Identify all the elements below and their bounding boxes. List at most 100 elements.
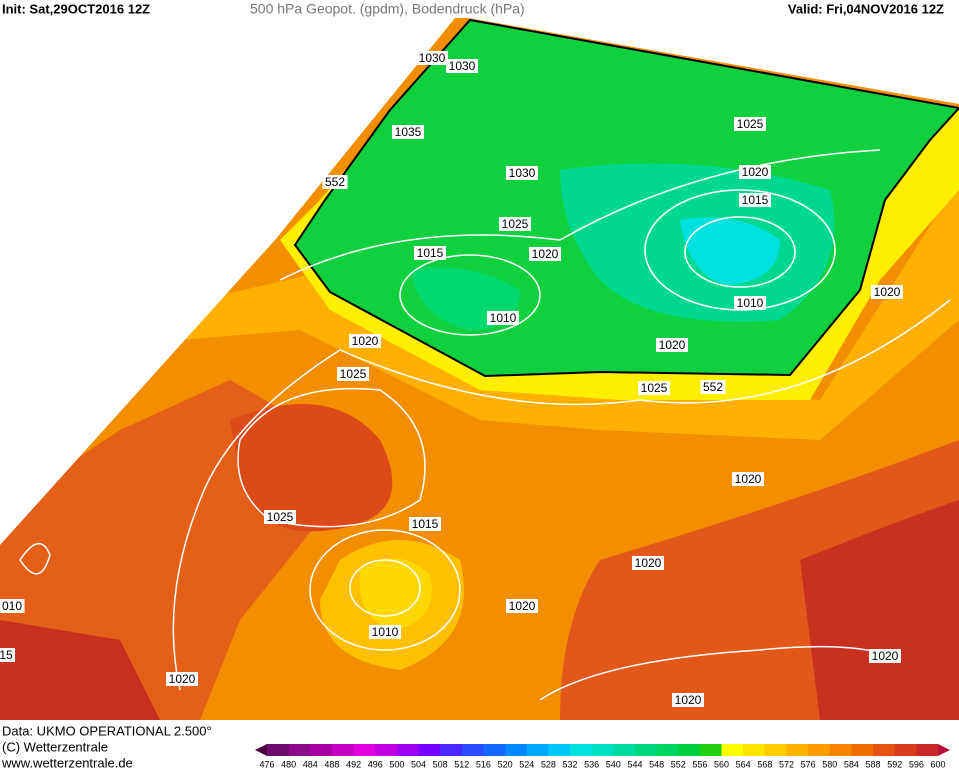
isobar-label: 1025 [499,217,531,231]
scale-swatch [916,744,939,756]
scale-label: 600 [930,759,945,769]
label-text: 1015 [417,246,444,260]
scale-label: 576 [801,759,816,769]
label-text: 1030 [419,51,446,65]
label-text: 1010 [372,625,399,639]
scale-swatch [375,744,398,756]
url: www.wetterzentrale.de [1,755,133,770]
scale-label: 528 [541,759,556,769]
label-text: 1030 [449,59,476,73]
scale-swatch [613,744,636,756]
label-box [337,367,369,381]
isobar-label: 1020 [732,472,764,486]
label-text: 1030 [509,166,536,180]
init-time: Init: Sat,29OCT2016 12Z [2,1,150,16]
color-scale: 476 480 484 488 492 496 500 504 508 512 516 520 524 5… [255,744,950,769]
scale-label: 588 [866,759,881,769]
label-box [322,175,348,189]
scale-label: 512 [454,759,469,769]
label-box [414,246,446,260]
scale-swatch [353,744,376,756]
scale-label: 556 [692,759,707,769]
copyright: (C) Wetterzentrale [2,739,108,754]
scale-label: 552 [671,759,686,769]
label-text: 552 [325,175,345,189]
isobar-label: 1030 [506,166,538,180]
isobar-label: 010 [0,599,25,613]
isobar-label: 1025 [638,381,670,395]
isobar-label: 1015 [409,517,441,531]
isobar-label: 15 [0,648,15,662]
label-box [487,311,519,325]
label-text: 1010 [490,311,517,325]
scale-swatch [721,744,744,756]
scale-label: 496 [368,759,383,769]
scale-swatch [873,744,896,756]
isobar-label: 1025 [264,510,296,524]
scale-swatch [591,744,614,756]
scale-swatch [461,744,484,756]
scale-swatch [894,744,917,756]
scale-label: 596 [909,759,924,769]
label-box [264,510,296,524]
isobar-label: 1025 [734,117,766,131]
label-box [734,296,766,310]
isobar-label: 1020 [739,165,771,179]
label-text: 1020 [675,693,702,707]
label-box [700,380,726,394]
label-text: 010 [2,599,22,613]
isobar-label: 1020 [506,599,538,613]
scale-label: 488 [324,759,339,769]
label-box [349,334,381,348]
label-text: 1025 [340,367,367,381]
label-box [499,217,531,231]
scale-swatch [764,744,787,756]
scale-swatch [288,744,311,756]
label-text: 1020 [735,472,762,486]
label-box [416,51,448,65]
label-box [871,285,903,299]
isobar-label: 1010 [734,296,766,310]
label-text: 1035 [395,125,422,139]
label-text: 1020 [352,334,379,348]
label-text: 1020 [742,165,769,179]
isobar-label: 1020 [349,334,381,348]
label-box [506,599,538,613]
scale-swatch [743,744,766,756]
isobar-label: 552 [322,175,348,189]
label-text: 1020 [169,672,196,686]
scale-label: 536 [584,759,599,769]
isobar-label: 1030 [416,51,448,65]
scale-label: 500 [389,759,404,769]
isobar-label: 1020 [166,672,198,686]
scale-swatch [699,744,723,756]
scale-swatch [418,744,441,756]
label-text: 1025 [267,510,294,524]
label-text: 15 [0,648,13,662]
label-box [732,472,764,486]
scale-label: 508 [433,759,448,769]
isobar-label: 1010 [369,625,401,639]
valid-time: Valid: Fri,04NOV2016 12Z [788,1,944,16]
isobar-label: 1020 [632,556,664,570]
isobar-label: 1035 [392,125,424,139]
isobar-label: 1010 [487,311,519,325]
label-box [506,166,538,180]
scale-swatch [656,744,679,756]
scale-label: 584 [844,759,859,769]
scale-label: 492 [346,759,361,769]
scale-label: 520 [498,759,513,769]
data-source: Data: UKMO OPERATIONAL 2.500° [2,723,212,738]
label-text: 1020 [659,338,686,352]
label-box [446,59,478,73]
scale-label: 568 [757,759,772,769]
scale-swatch [786,744,809,756]
label-box [166,672,198,686]
scale-swatch [526,744,549,756]
isobar-label: 1025 [337,367,369,381]
label-text: 1015 [412,517,439,531]
label-text: 1025 [502,217,529,231]
scale-end [938,744,950,756]
